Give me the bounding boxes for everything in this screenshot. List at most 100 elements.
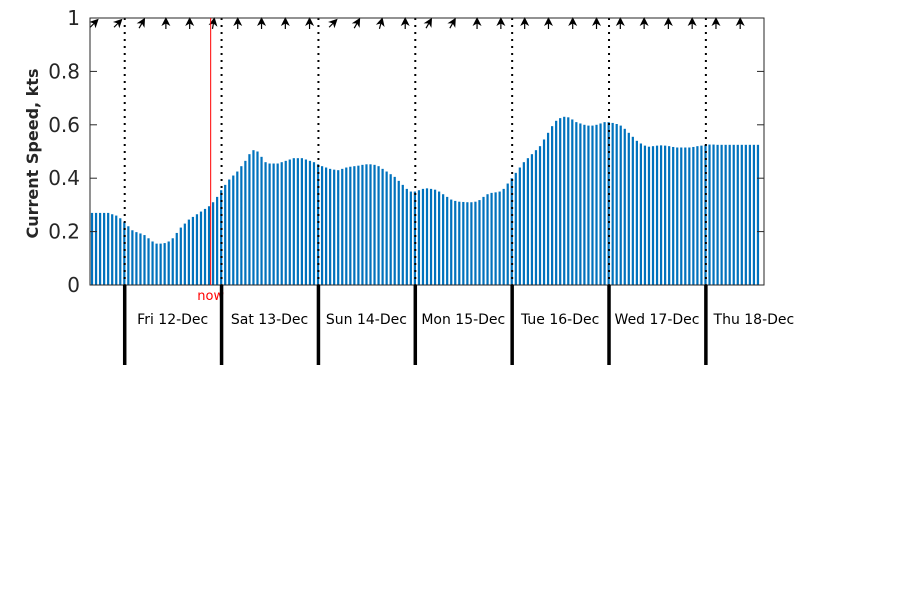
speed-bar [506,183,509,285]
speed-bar [668,146,671,285]
speed-bar [534,150,538,285]
direction-arrows-layer [89,17,745,30]
arrow-head [735,17,745,26]
speed-bar [324,167,328,285]
speed-bar [680,147,683,285]
arrow-head [543,17,553,26]
arrow-head [592,17,602,26]
speed-bar [595,124,598,285]
direction-arrow-icon [305,17,315,29]
speed-bar [417,190,421,285]
speed-bar [611,122,614,286]
speed-bar [94,212,98,285]
arrow-head [280,17,290,26]
speed-bar [195,214,199,285]
speed-bar [167,241,170,285]
speed-bar [563,116,566,285]
speed-bar [264,162,267,285]
speed-bar [724,144,727,285]
speed-bar [349,166,352,285]
arrow-head [185,17,195,26]
direction-arrow-icon [423,17,433,29]
arrow-head [423,17,433,28]
speed-bar [199,211,203,285]
speed-bar [510,178,513,285]
speed-bar [639,143,643,285]
direction-arrow-icon [136,17,146,29]
speed-bar [579,123,582,285]
speed-bar [542,139,546,285]
speed-bar [470,202,473,285]
direction-arrow-icon [711,17,721,29]
direction-arrow-icon [233,17,243,29]
speed-bar [647,146,651,285]
day-dividers-layer [123,18,707,285]
speed-bar [676,147,679,285]
speed-bar [708,144,711,285]
speed-bar [599,123,602,285]
speed-bar [240,166,243,285]
speed-bar [744,144,747,285]
speed-bar [119,218,122,285]
speed-bar [429,188,433,285]
arrow-head [447,17,456,28]
arrow-head [161,17,171,26]
speed-bar [260,156,263,285]
speed-bar [401,184,404,286]
speed-bar [728,144,731,285]
speed-bar [716,144,719,285]
speed-bar [111,214,114,285]
arrow-head [400,17,410,26]
speed-bar [478,200,481,285]
speed-bar [353,166,356,285]
speed-bar [98,212,102,285]
speed-bar [272,163,275,285]
y-tick-label: 0.8 [48,59,80,83]
speed-bar [409,191,412,285]
speed-bar [664,145,667,285]
speed-bar [619,125,622,285]
speed-bar [454,200,457,285]
speed-bar [312,162,316,285]
speed-bar [123,222,126,285]
speed-bar [571,119,574,286]
speed-bar [421,188,425,285]
speed-bar [365,164,368,285]
speed-bar [559,118,562,286]
direction-arrow-icon [592,17,602,29]
speed-bar [684,147,687,285]
direction-arrow-icon [496,17,506,29]
speed-bar [284,160,287,285]
speed-bar [175,232,178,285]
speed-bar [304,159,308,285]
direction-arrow-icon [280,17,290,29]
speed-bar [207,206,211,285]
speed-bar [135,232,138,285]
speed-bar [179,227,182,285]
speed-bar [655,145,659,285]
speed-bar [740,144,743,285]
speed-bar [692,146,695,285]
arrow-head [568,17,578,26]
speed-bar [300,158,303,285]
speed-bar [159,243,162,285]
speed-bar [498,191,501,285]
speed-bar [466,202,469,285]
speed-bar [373,164,376,285]
arrow-head [257,17,267,26]
arrow-head [328,18,338,29]
speed-bar [583,124,586,285]
speed-bar [308,160,312,285]
speed-bar [651,146,655,285]
speed-bar [183,223,186,285]
speed-bar [292,158,295,285]
speed-bar [296,158,299,285]
speed-bar [627,132,630,285]
speed-bar [397,180,400,285]
arrow-head [375,17,385,28]
speed-bar [216,196,219,285]
speed-bar [413,191,416,285]
speed-bar [127,226,130,285]
speed-bar [393,176,396,285]
